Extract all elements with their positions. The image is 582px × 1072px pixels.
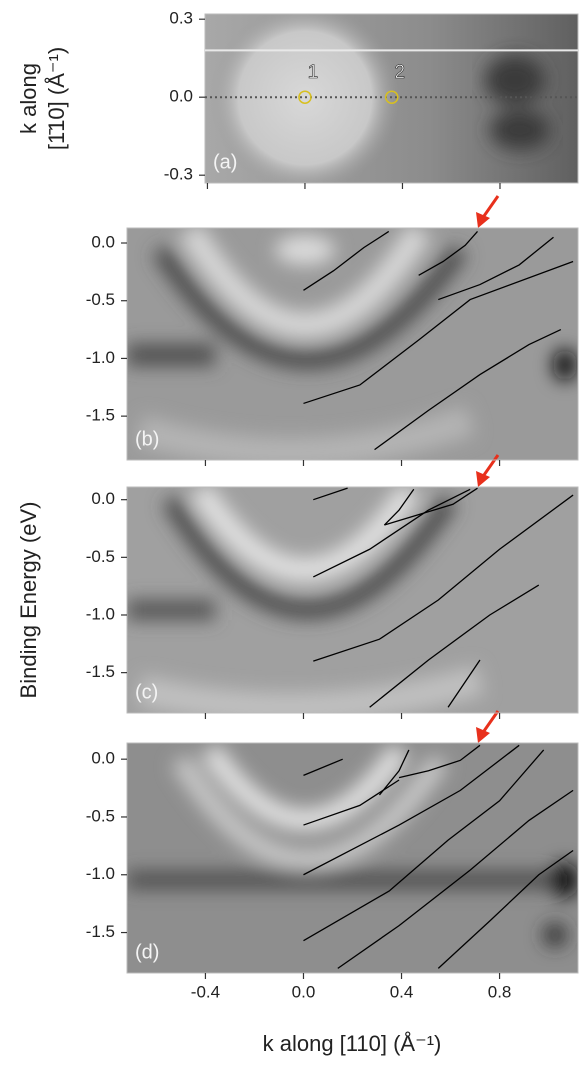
- dispersion-curve: [369, 584, 540, 708]
- dispersion-curve: [303, 744, 520, 876]
- dispersion-curve: [384, 487, 478, 526]
- y-tick-label: -1.0: [86, 604, 115, 623]
- y-tick-label: -0.3: [164, 165, 193, 184]
- plot-frame: [126, 227, 579, 461]
- dispersion-curve: [303, 260, 574, 405]
- x-tick-label: 0.4: [390, 982, 414, 1001]
- dispersion-curve: [374, 328, 562, 451]
- y-tick-label: -1.5: [86, 662, 115, 681]
- dispersion-curve: [398, 744, 481, 779]
- dispersion-curve: [303, 779, 400, 826]
- dispersion-curve: [313, 494, 574, 662]
- y-axis-label: k along: [16, 63, 41, 134]
- plot-frame: [204, 13, 579, 184]
- intensity-map: [205, 14, 578, 183]
- y-tick-label: -1.5: [86, 406, 115, 425]
- intensity-map: [127, 487, 578, 713]
- dispersion-curve: [418, 231, 478, 276]
- panel-label: (c): [135, 681, 158, 703]
- curves: [312, 487, 574, 708]
- panel-label: (b): [135, 428, 159, 450]
- x-tick-label: 0.0: [292, 982, 316, 1001]
- panel-label: (a): [213, 151, 237, 173]
- y-tick-label: 0.0: [91, 749, 115, 768]
- dispersion-curve: [437, 849, 574, 969]
- y-tick-label: 0.3: [169, 9, 193, 28]
- dispersion-curve: [447, 659, 481, 708]
- plot-frame: [126, 742, 579, 974]
- point-marker: [298, 90, 312, 104]
- y-tick-label: -1.0: [86, 348, 115, 367]
- y-tick-label: -1.5: [86, 922, 115, 941]
- point-label: 2: [394, 62, 405, 83]
- dispersion-curve: [337, 789, 574, 969]
- dispersion-curve: [303, 749, 545, 942]
- dispersion-curve: [378, 749, 410, 796]
- dispersion-curve: [303, 230, 390, 291]
- curves: [303, 744, 574, 969]
- plot-frame: [126, 486, 579, 714]
- dispersion-curve: [303, 758, 343, 776]
- x-tick-label: 0.8: [488, 982, 512, 1001]
- y-tick-label: -1.0: [86, 864, 115, 883]
- dispersion-curve: [438, 236, 554, 301]
- point-label: 1: [308, 62, 319, 83]
- arrow: [476, 195, 500, 743]
- curves: [303, 230, 574, 451]
- y-tick-label: -0.5: [86, 806, 115, 825]
- dispersion-curve: [383, 488, 415, 526]
- dispersion-curve: [313, 487, 348, 501]
- point-marker: [384, 90, 399, 104]
- y-tick-label: -0.5: [86, 547, 115, 566]
- dispersion-curve: [312, 488, 471, 578]
- x-axis-label: k along [110] (Å⁻¹): [263, 1031, 442, 1056]
- intensity-map: [127, 228, 578, 460]
- y-tick-label: 0.0: [169, 87, 193, 106]
- y-tick-label: 0.0: [91, 232, 115, 251]
- y-tick-label: -0.5: [86, 290, 115, 309]
- y-axis-label: Binding Energy (eV): [16, 502, 41, 699]
- panel-label: (d): [135, 941, 159, 963]
- intensity-map: [127, 743, 578, 973]
- y-axis-label: [1̄10] (Å⁻¹): [44, 47, 69, 150]
- x-tick-label: -0.4: [191, 982, 220, 1001]
- y-tick-label: 0.0: [91, 489, 115, 508]
